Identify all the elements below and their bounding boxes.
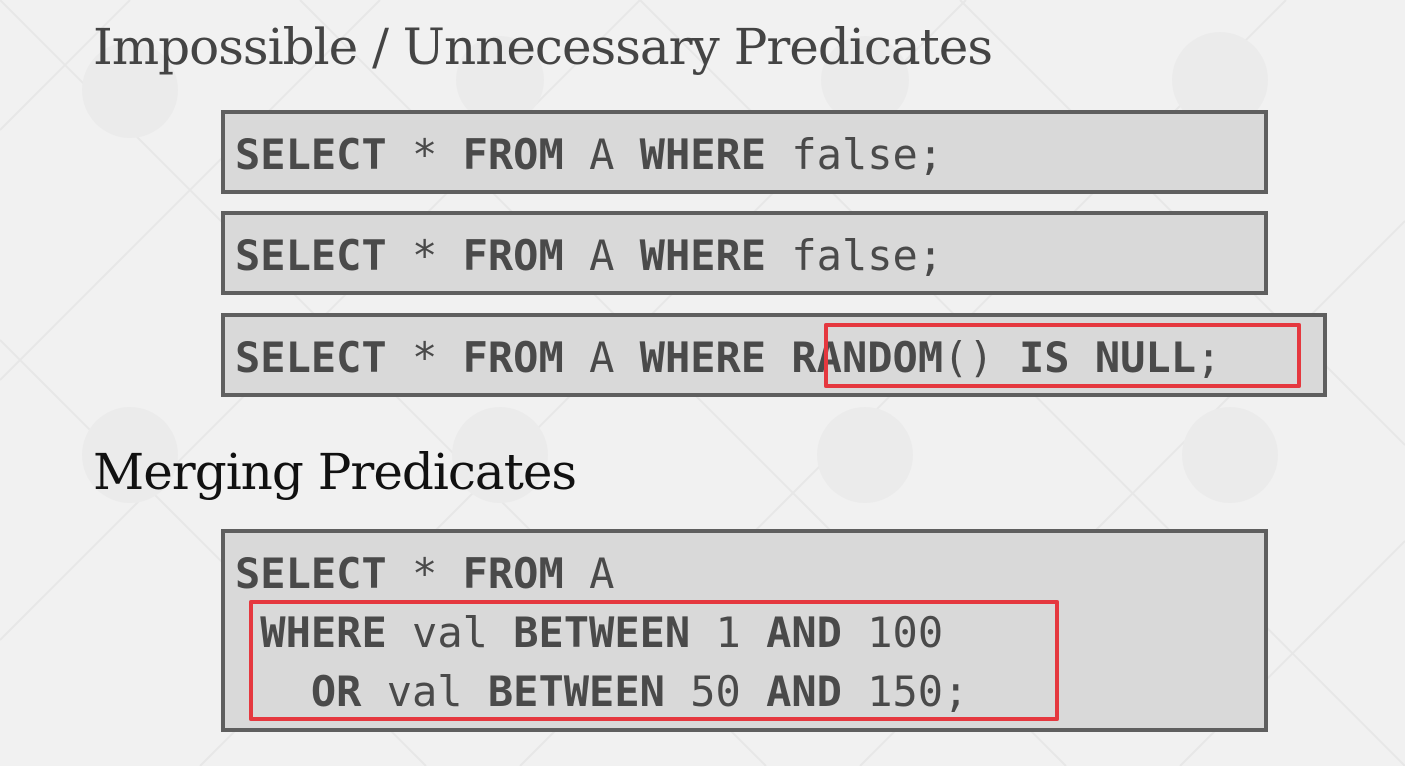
heading-impossible-predicates: Impossible / Unnecessary Predicates [93, 18, 993, 76]
code-block-query-2: SELECT * FROM A WHERE false; [221, 211, 1268, 295]
keyword-where: WHERE [639, 231, 767, 280]
keyword-from: FROM [462, 231, 564, 280]
star: * [412, 333, 438, 382]
parens: () [943, 333, 994, 382]
predicate-false: false; [791, 231, 944, 280]
keyword-select: SELECT [235, 333, 387, 382]
keyword-or: OR [310, 667, 362, 716]
code-block-query-1: SELECT * FROM A WHERE false; [221, 110, 1268, 194]
keyword-is: IS [1018, 333, 1070, 382]
star: * [412, 130, 438, 179]
keyword-select: SELECT [235, 549, 387, 598]
heading-merging-predicates: Merging Predicates [93, 443, 577, 501]
keyword-where: WHERE [639, 333, 767, 382]
value-high-1: 100 [867, 608, 944, 657]
semicolon: ; [1196, 333, 1222, 382]
keyword-where: WHERE [260, 608, 387, 657]
table-name: A [589, 549, 615, 598]
column-val: val [386, 667, 463, 716]
table-name: A [589, 130, 615, 179]
keyword-and: AND [766, 608, 842, 657]
value-low-1: 1 [715, 608, 741, 657]
keyword-and: AND [766, 667, 842, 716]
keyword-between: BETWEEN [513, 608, 691, 657]
value-high-2: 150; [867, 667, 969, 716]
value-low-2: 50 [690, 667, 741, 716]
code-block-query-3: SELECT * FROM A WHERE RANDOM() IS NULL; [221, 313, 1327, 397]
keyword-from: FROM [462, 549, 564, 598]
column-val: val [412, 608, 488, 657]
table-name: A [589, 231, 615, 280]
keyword-from: FROM [462, 333, 564, 382]
keyword-null: NULL [1094, 333, 1197, 382]
star: * [412, 231, 438, 280]
keyword-where: WHERE [639, 130, 767, 179]
keyword-between: BETWEEN [487, 667, 665, 716]
keyword-select: SELECT [235, 130, 387, 179]
predicate-false: false; [791, 130, 944, 179]
keyword-select: SELECT [235, 231, 387, 280]
keyword-from: FROM [462, 130, 564, 179]
table-name: A [589, 333, 615, 382]
code-block-query-4: SELECT * FROM A WHERE val BETWEEN 1 AND … [221, 529, 1268, 732]
function-random: RANDOM [791, 333, 944, 382]
star: * [412, 549, 438, 598]
